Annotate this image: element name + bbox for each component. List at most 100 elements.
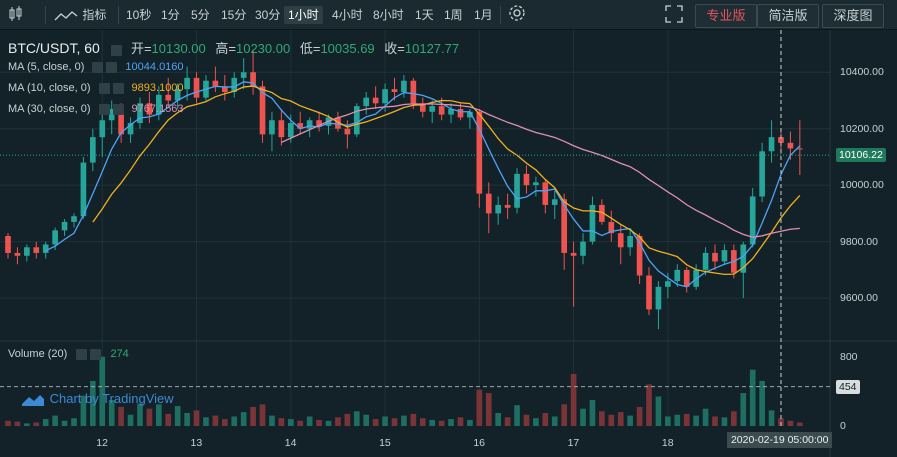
volume-bar xyxy=(33,422,40,426)
volume-bar xyxy=(231,416,238,426)
candle-body xyxy=(155,94,162,115)
price-tick-label: 9600.00 xyxy=(840,292,878,305)
volume-bar xyxy=(721,417,728,426)
view-button-1[interactable]: 简洁版 xyxy=(757,4,819,28)
candle-body xyxy=(174,89,181,101)
interval-1[interactable]: 1分 xyxy=(161,8,180,22)
interval-6[interactable]: 4小时 xyxy=(332,8,363,22)
volume-bar xyxy=(589,400,596,426)
volume-bar xyxy=(523,414,530,426)
candle-body xyxy=(599,204,605,222)
interval-3[interactable]: 15分 xyxy=(221,8,247,22)
settings-gear-icon[interactable] xyxy=(98,82,110,94)
volume-bar xyxy=(174,406,181,426)
indicators-button[interactable]: 指标 xyxy=(53,6,106,24)
candle-body xyxy=(551,199,558,205)
volume-bar xyxy=(344,413,351,426)
close-icon[interactable] xyxy=(106,61,118,73)
low-value: 10035.69 xyxy=(320,41,375,56)
ma-legend-2: MA (30, close, 0) 9767.1563 xyxy=(8,103,184,115)
chart-area[interactable] xyxy=(0,30,897,457)
interval-9[interactable]: 1周 xyxy=(444,8,463,22)
volume-bar xyxy=(457,417,464,426)
interval-7[interactable]: 8小时 xyxy=(373,8,404,22)
volume-bar xyxy=(184,413,190,426)
close-icon[interactable] xyxy=(112,103,124,115)
volume-bar xyxy=(514,405,520,426)
volume-bar xyxy=(5,420,11,426)
interval-8[interactable]: 1天 xyxy=(415,8,434,22)
volume-label: Volume (20) xyxy=(8,348,68,360)
candle-style-icon[interactable] xyxy=(8,4,24,22)
candle-body xyxy=(231,77,238,92)
view-button-2[interactable]: 深度图 xyxy=(822,4,884,28)
fullscreen-icon[interactable] xyxy=(664,4,684,23)
interval-4[interactable]: 30分 xyxy=(255,8,281,22)
indicators-label: 指标 xyxy=(82,8,107,22)
settings-gear-icon[interactable] xyxy=(76,348,88,360)
interval-5[interactable]: 1小时 xyxy=(284,6,323,24)
interval-2[interactable]: 5分 xyxy=(191,8,210,22)
top-toolbar: 指标 10秒 1分 5分 15分 30分 1小时 4小时 8小时 1天 1周 1月 专业版 简洁版 深度… xyxy=(0,0,897,30)
candle-body xyxy=(580,241,586,256)
candle-body xyxy=(71,216,77,222)
candle-body xyxy=(80,162,87,217)
volume-bar xyxy=(61,420,68,426)
volume-bar xyxy=(118,406,124,426)
ma5-line xyxy=(45,81,801,288)
candle-body xyxy=(674,269,681,282)
volume-bar xyxy=(165,413,172,426)
candle-body xyxy=(372,97,379,104)
x-tick-label: 15 xyxy=(379,437,391,449)
candle-body xyxy=(316,120,322,126)
interval-0[interactable]: 10秒 xyxy=(126,8,152,22)
settings-gear-icon[interactable] xyxy=(110,44,122,56)
volume-bar xyxy=(768,410,775,426)
volume-value: 274 xyxy=(110,348,129,360)
candle-body xyxy=(740,244,747,273)
candle-body xyxy=(382,89,388,104)
crosshair-date-tag: 2020-02-19 05:00:00 xyxy=(726,432,833,448)
candle-body xyxy=(655,286,662,310)
ma-value: 9893.1000 xyxy=(131,82,184,94)
candle-body xyxy=(240,72,247,78)
candle-body xyxy=(467,111,473,118)
candle-body xyxy=(250,72,256,87)
close-label: 收= xyxy=(384,41,405,56)
volume-bar xyxy=(599,411,605,426)
volume-bar xyxy=(712,416,718,426)
volume-bar xyxy=(636,406,643,426)
candle-body xyxy=(712,252,718,262)
candle-body xyxy=(212,80,219,87)
volume-legend: Volume (20) 274 xyxy=(8,348,129,360)
settings-gear-icon[interactable] xyxy=(92,61,104,73)
candle-body xyxy=(617,233,624,248)
candle-body xyxy=(476,111,483,194)
watermark-text: Chart by TradingView xyxy=(49,391,174,406)
volume-bar xyxy=(485,393,492,426)
x-tick-label: 18 xyxy=(661,437,674,449)
ma-label: MA (5, close, 0) xyxy=(8,61,85,73)
volume-bar xyxy=(335,417,341,426)
volume-bar xyxy=(24,423,30,426)
candle-body xyxy=(42,244,49,253)
candle-body xyxy=(401,80,407,92)
interval-10[interactable]: 1月 xyxy=(474,8,493,22)
volume-bar xyxy=(438,420,445,426)
symbol-interval: 60 xyxy=(84,40,100,56)
candle-body xyxy=(438,106,445,115)
volume-bar xyxy=(731,411,737,426)
close-icon[interactable] xyxy=(112,82,124,94)
volume-bar xyxy=(627,415,633,426)
candle-body xyxy=(5,236,11,253)
settings-gear-icon[interactable] xyxy=(507,3,527,21)
price-tick-label: 10000.00 xyxy=(840,179,884,192)
settings-gear-icon[interactable] xyxy=(98,103,110,115)
symbol-legend: BTC/USDT, 60 开=10130.00 高=10230.00 低=100… xyxy=(8,40,460,56)
view-button-0[interactable]: 专业版 xyxy=(695,4,757,28)
candle-body xyxy=(457,108,464,118)
candle-body xyxy=(561,199,567,253)
close-icon[interactable] xyxy=(90,348,102,360)
x-tick-label: 12 xyxy=(96,437,108,449)
tradingview-watermark[interactable]: Chart by TradingView xyxy=(20,391,174,408)
